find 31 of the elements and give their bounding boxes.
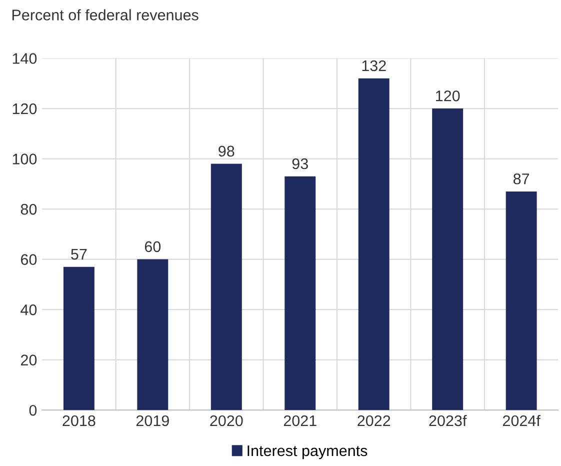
- x-tick-label: 2022: [358, 415, 390, 426]
- y-tick-label: 0: [29, 404, 37, 416]
- bar: [432, 108, 464, 410]
- x-tick-label: 2019: [136, 415, 169, 426]
- y-tick-label: 140: [12, 53, 37, 64]
- bar: [210, 164, 242, 410]
- bar: [137, 259, 168, 410]
- bar: [63, 266, 94, 410]
- x-tick-label: 2023f: [429, 414, 467, 426]
- y-tick-label: 60: [21, 254, 37, 265]
- y-tick-label: 80: [20, 204, 37, 215]
- data-label: 120: [436, 90, 460, 102]
- y-tick-label: 100: [12, 154, 37, 164]
- x-tick-label: 2018: [62, 415, 96, 426]
- bar: [284, 176, 316, 410]
- y-axis-title: Percent of federal revenues: [12, 9, 198, 20]
- bar: [506, 191, 537, 410]
- bar: [358, 78, 390, 410]
- legend-label: Interest payments: [248, 446, 368, 460]
- x-tick-label: 2024f: [502, 414, 540, 426]
- data-label: 87: [513, 173, 530, 184]
- data-label: 93: [292, 158, 308, 170]
- y-tick-label: 20: [20, 354, 37, 366]
- data-label: 132: [362, 60, 386, 72]
- y-tick-label: 40: [20, 304, 37, 316]
- y-tick-label: 120: [12, 103, 37, 114]
- x-tick-label: 2020: [210, 415, 243, 426]
- x-tick-label: 2021: [284, 415, 316, 426]
- data-label: 98: [218, 146, 234, 157]
- data-label: 57: [71, 248, 87, 260]
- data-label: 60: [144, 241, 161, 252]
